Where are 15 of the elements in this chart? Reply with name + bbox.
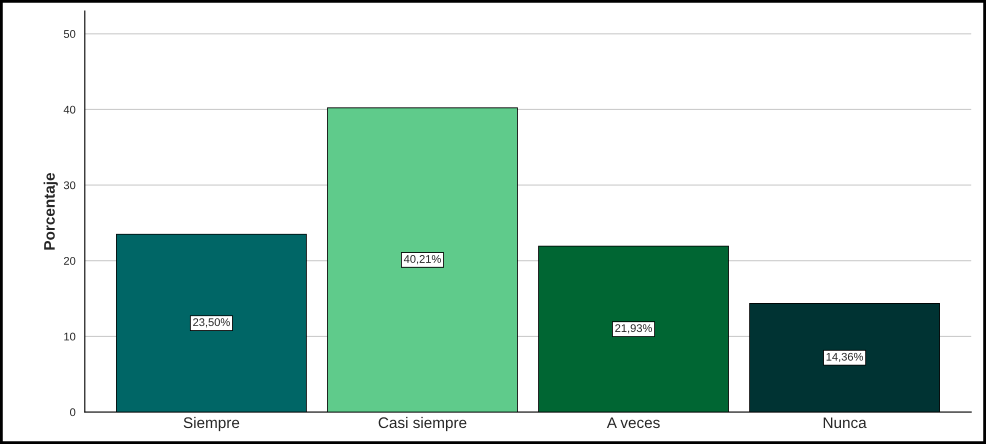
- data-label: 40,21%: [404, 255, 441, 264]
- x-tick-label: Casi siempre: [378, 416, 466, 432]
- y-tick-label: 0: [70, 408, 76, 416]
- y-axis-title: Porcentaje: [44, 173, 58, 250]
- y-tick-label: 30: [64, 181, 76, 190]
- y-tick-label: 20: [64, 257, 76, 265]
- y-tick-label: 10: [64, 332, 76, 341]
- y-tick-label: 40: [64, 106, 76, 114]
- data-label: 23,50%: [193, 318, 230, 328]
- x-tick-label: A veces: [606, 417, 660, 428]
- x-tick-label: Nunca: [824, 417, 867, 428]
- data-label: 14,36%: [826, 352, 864, 362]
- x-tick-label: Siempre: [184, 416, 240, 432]
- data-label: 21,93%: [615, 324, 652, 334]
- y-tick-label: 50: [64, 30, 76, 38]
